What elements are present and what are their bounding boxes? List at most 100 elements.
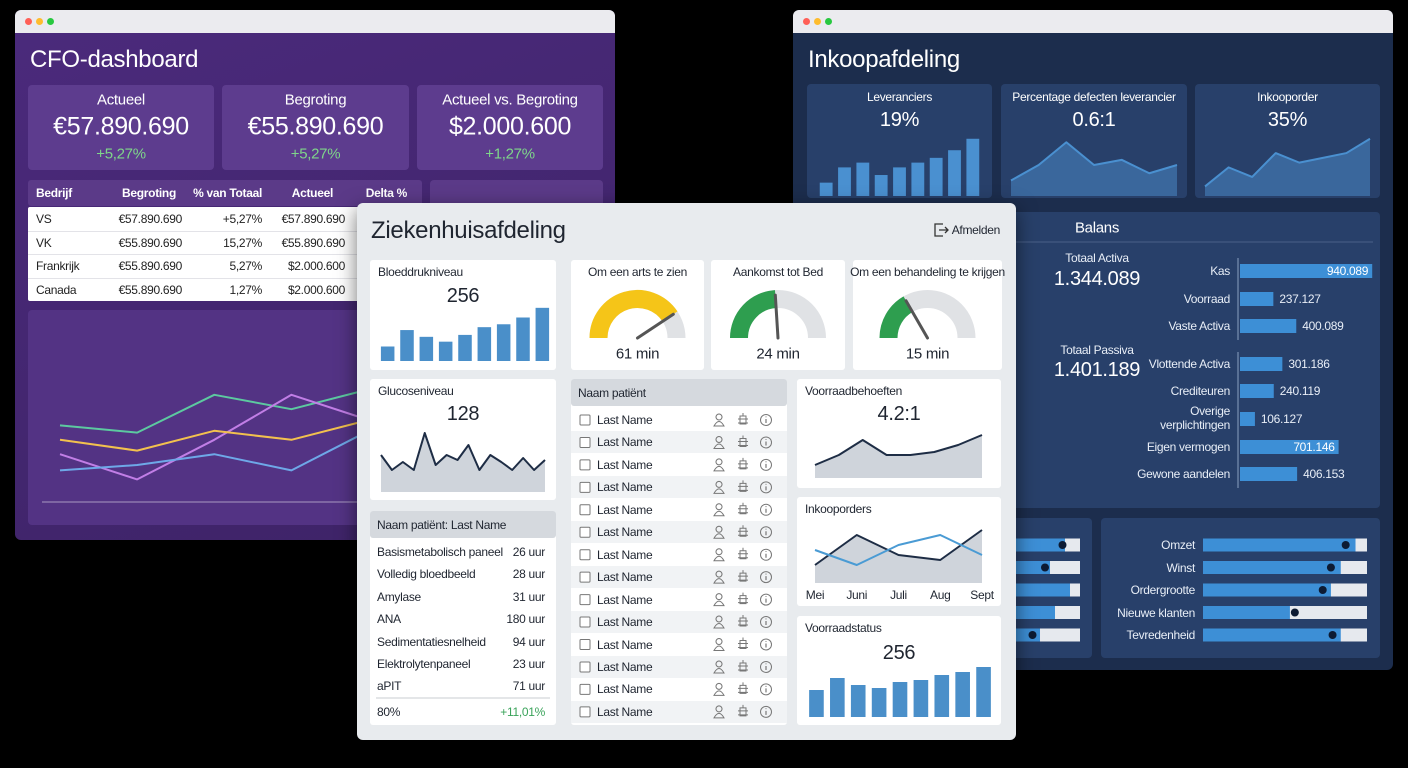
line: [814, 534, 983, 566]
table-footer: +11,01%: [500, 705, 545, 719]
table-cell: €55.890.690: [118, 235, 183, 250]
background-layer: [357, 203, 1016, 740]
bullet-target: [1328, 631, 1337, 639]
card: [370, 511, 556, 725]
user-icon: [713, 435, 725, 449]
row-separator: [28, 230, 422, 232]
list-row-text: Last Name: [597, 682, 653, 697]
bar: [1240, 384, 1274, 398]
checkbox: [579, 616, 591, 628]
bullet-label: Winst: [1166, 560, 1195, 575]
bar-value: 237.127: [1279, 292, 1321, 306]
bar: [929, 157, 943, 196]
card-value: 256: [446, 285, 480, 307]
bullet-target: [1326, 563, 1335, 572]
bar-value: 240.119: [1279, 384, 1321, 398]
window-dot: [814, 18, 821, 25]
area: [1011, 142, 1177, 196]
list-row-text: Last Name: [597, 592, 653, 607]
list-row-text: Last Name: [597, 435, 653, 450]
bar: [535, 307, 550, 361]
gauge-needle: [904, 299, 929, 340]
table-cell: 71 uur: [512, 679, 546, 694]
bug-icon: [738, 592, 748, 605]
bar: [856, 162, 870, 196]
table-cell: €55.890.690: [118, 259, 183, 274]
kpi-value: 0.6:1: [1072, 109, 1116, 131]
list-row-text: Last Name: [597, 659, 653, 674]
info-icon: [760, 683, 772, 696]
bar-label: Gewone aandelen: [1137, 467, 1230, 481]
table-cell: Volledig bloedbeeld: [377, 567, 476, 582]
bullet-target: [1028, 631, 1037, 639]
kpi-label: Actueel: [97, 91, 145, 109]
logout-button[interactable]: Afmelden: [951, 223, 1001, 237]
bar: [913, 680, 929, 717]
kpi-label: Begroting: [284, 91, 347, 109]
kpi-label: Leveranciers: [866, 90, 933, 104]
checkbox: [579, 549, 591, 561]
card-label: Voorraadbehoeften: [805, 384, 902, 398]
card-value: 4.2:1: [877, 403, 921, 425]
x-tick-label: Sept: [970, 588, 994, 602]
list-row: [571, 611, 787, 634]
bullet-label: Tevredenheid: [1126, 628, 1196, 642]
window-title: Inkoopafdeling: [808, 46, 960, 73]
list-row: [571, 431, 787, 454]
x-tick-label: Juli: [890, 588, 907, 602]
text-layer: Ziekenhuisafdeling Afmelden Bloeddruknivea…: [357, 203, 1016, 740]
card-label: Voorraadstatus: [805, 621, 882, 635]
bug-icon: [738, 435, 748, 447]
table-header-cell: Begroting: [122, 186, 176, 200]
bullet-target: [1341, 541, 1350, 549]
bullet-target: [1058, 541, 1067, 549]
info-icon: [760, 705, 772, 718]
bar: [380, 346, 395, 361]
list-row-text: Last Name: [597, 525, 653, 540]
bar: [496, 324, 511, 361]
card: [853, 260, 1002, 370]
list-row-text: Last Name: [597, 570, 653, 585]
bar: [458, 334, 472, 361]
gauge-value: 24 min: [756, 345, 800, 363]
chart-layer: [376, 223, 991, 719]
table-cell: 31 uur: [512, 589, 546, 604]
title-bar: [793, 10, 1393, 33]
bug-icon: [738, 682, 748, 694]
bar: [934, 675, 950, 717]
kpi-delta: +5,27%: [96, 145, 146, 163]
bullet-bar: [1203, 561, 1341, 574]
logout-icon: [934, 223, 949, 237]
info-icon: [760, 638, 772, 651]
table-cell: $2.000.600: [287, 283, 345, 298]
info-icon: [760, 660, 772, 673]
kpi-label: Inkooporder: [1257, 90, 1318, 104]
table-cell: Amylase: [377, 589, 421, 604]
gauge-label: Om een behandeling te krijgen: [850, 265, 1005, 279]
table-cell: 15,27%: [223, 235, 262, 250]
list-row-text: Last Name: [597, 457, 653, 472]
bar: [874, 175, 888, 196]
bullet-label: Omzet: [1161, 538, 1195, 552]
table-footer: 80%: [377, 705, 401, 719]
gauge-needle: [636, 312, 675, 340]
user-icon: [713, 503, 725, 517]
table-cell: 1,27%: [229, 283, 262, 298]
bar: [1240, 440, 1339, 454]
window-dot: [825, 18, 832, 25]
user-icon: [713, 458, 725, 472]
user-icon: [713, 413, 725, 427]
area: [815, 435, 982, 478]
user-icon: [713, 705, 725, 719]
bar: [976, 667, 991, 717]
window-dot: [25, 18, 32, 25]
bullet-bar: [1203, 606, 1290, 619]
bug-icon: [738, 502, 748, 515]
info-icon: [760, 414, 772, 426]
kpi-value: $2.000.600: [448, 112, 572, 141]
bar-value: 701.146: [1293, 440, 1335, 454]
kpi-delta: +5,27%: [290, 145, 341, 163]
line: [814, 529, 983, 566]
user-icon: [713, 480, 725, 494]
text-layer: Inkoopafdeling Leveranciers 19% Percentage …: [793, 10, 1393, 670]
